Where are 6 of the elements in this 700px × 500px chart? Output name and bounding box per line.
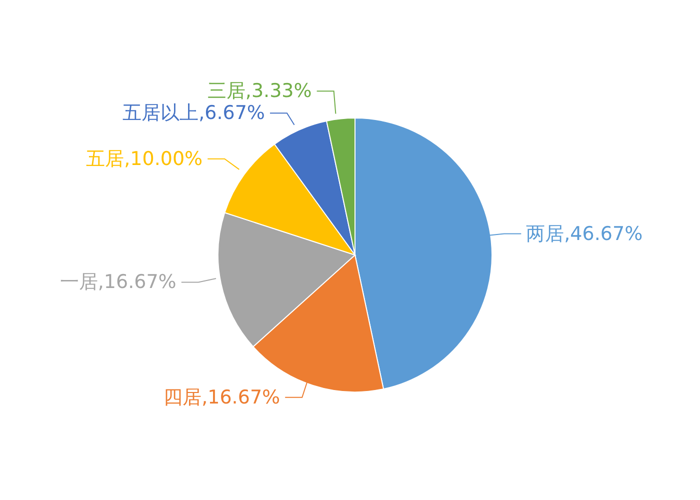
- slice-label: 三居,3.33%: [207, 80, 312, 102]
- slice-label: 两居,46.67%: [526, 222, 643, 245]
- slice-label: 五居以上,6.67%: [122, 102, 265, 124]
- slice-label: 五居,10.00%: [86, 148, 203, 170]
- slice-label: 一居,16.67%: [60, 271, 176, 294]
- slice-label: 四居,16.67%: [164, 386, 280, 408]
